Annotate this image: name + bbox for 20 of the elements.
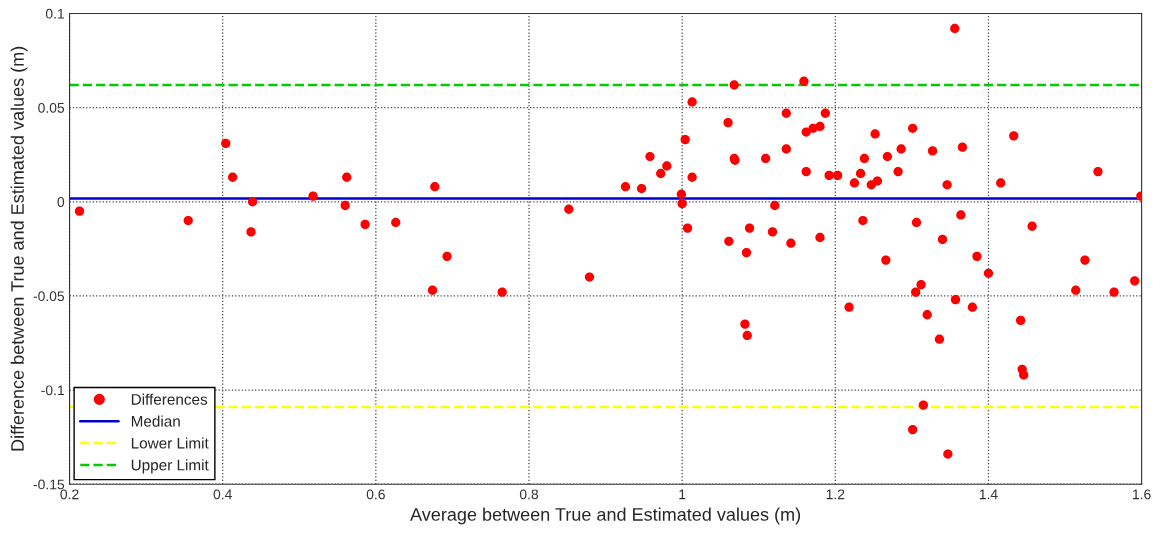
y-tick-label: -0.05 (33, 291, 65, 302)
x-tick-label: 0.8 (519, 489, 539, 500)
legend-label: Lower Limit (131, 437, 209, 449)
x-tick-label: 1.6 (1133, 489, 1151, 500)
x-tick-label: 0.4 (213, 489, 232, 500)
y-tick-label: -0.1 (41, 385, 64, 396)
y-tick-label: -0.15 (33, 479, 65, 490)
legend-label: Median (131, 415, 180, 427)
x-tick-label: 1.4 (979, 489, 998, 500)
y-tick-label: 0.1 (45, 8, 64, 19)
legend-label: Upper Limit (131, 459, 209, 474)
y-tick-label: 0.05 (38, 102, 65, 113)
x-tick-label: 0.2 (60, 489, 79, 500)
x-tick-label: 0.6 (366, 489, 385, 500)
legend-label: Differences (131, 393, 208, 405)
y-axis-title: Difference between True and Estimated values (m) (10, 46, 28, 451)
x-tick-label: 1 (679, 489, 686, 500)
y-tick-label: 0 (57, 197, 65, 207)
x-axis-title: Average between True and Estimated values (m) (410, 507, 801, 525)
x-tick-label: 1.2 (826, 489, 845, 500)
